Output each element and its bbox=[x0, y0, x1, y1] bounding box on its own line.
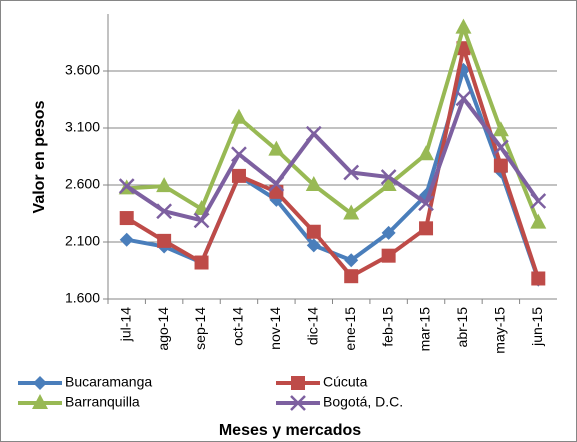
marker bbox=[455, 90, 472, 107]
x-tick-label: sep-14 bbox=[192, 307, 208, 350]
x-tick-label: jul-14 bbox=[117, 307, 133, 342]
marker bbox=[268, 140, 285, 156]
marker bbox=[343, 204, 360, 220]
marker bbox=[493, 158, 508, 173]
series bbox=[118, 90, 547, 229]
marker bbox=[118, 178, 135, 195]
y-axis-title: Valor en pesos bbox=[31, 100, 48, 213]
marker bbox=[455, 18, 472, 34]
x-tick-label: ago-14 bbox=[155, 307, 171, 351]
x-tick-label: may-15 bbox=[492, 307, 508, 354]
marker bbox=[194, 255, 209, 270]
y-tick-label: 3.600 bbox=[65, 62, 100, 78]
marker bbox=[269, 184, 284, 199]
marker bbox=[344, 269, 359, 284]
y-tick-label: 2.100 bbox=[65, 233, 100, 249]
marker bbox=[119, 211, 134, 226]
marker bbox=[306, 238, 321, 253]
marker bbox=[531, 271, 546, 286]
marker bbox=[380, 176, 397, 191]
legend-label: Cúcuta bbox=[323, 374, 368, 390]
y-tick-label: 2.600 bbox=[65, 176, 100, 192]
marker bbox=[418, 195, 434, 212]
x-tick-label: jun-15 bbox=[529, 307, 545, 347]
marker bbox=[231, 146, 247, 163]
marker bbox=[419, 221, 434, 236]
x-tick-label: ene-15 bbox=[342, 307, 358, 351]
marker bbox=[230, 108, 247, 124]
marker bbox=[33, 376, 47, 390]
marker bbox=[156, 203, 173, 220]
marker bbox=[119, 232, 134, 247]
marker bbox=[530, 213, 547, 229]
marker bbox=[530, 193, 547, 209]
marker bbox=[290, 395, 306, 411]
marker bbox=[306, 224, 321, 239]
series bbox=[119, 41, 546, 286]
x-tick-label: feb-15 bbox=[379, 307, 395, 347]
y-tick-label: 1.600 bbox=[65, 290, 100, 306]
marker bbox=[268, 175, 285, 192]
marker bbox=[32, 394, 48, 409]
marker bbox=[157, 233, 172, 248]
marker bbox=[381, 225, 396, 240]
y-tick-label: 3.100 bbox=[65, 119, 100, 135]
legend-label: Barranquilla bbox=[65, 394, 140, 410]
marker bbox=[193, 212, 210, 229]
marker bbox=[381, 248, 396, 263]
legend-label: Bucaramanga bbox=[65, 374, 152, 390]
x-tick-label: abr-15 bbox=[454, 307, 470, 348]
line bbox=[126, 25, 541, 224]
x-tick-label: nov-14 bbox=[267, 307, 283, 350]
marker bbox=[156, 177, 173, 193]
marker bbox=[380, 169, 397, 185]
marker bbox=[305, 125, 322, 142]
marker bbox=[305, 176, 322, 191]
line bbox=[125, 96, 540, 223]
legend-label: Bogotá, D.C. bbox=[323, 394, 403, 410]
x-axis-title: Meses y mercados bbox=[219, 422, 361, 439]
marker bbox=[492, 121, 509, 137]
marker bbox=[291, 376, 305, 390]
marker bbox=[492, 139, 509, 156]
marker bbox=[418, 145, 435, 161]
marker bbox=[343, 164, 360, 181]
marker bbox=[231, 168, 246, 183]
marker bbox=[344, 253, 359, 268]
x-tick-label: oct-14 bbox=[230, 307, 246, 346]
x-tick-label: dic-14 bbox=[304, 307, 320, 345]
x-tick-label: mar-15 bbox=[417, 307, 433, 352]
